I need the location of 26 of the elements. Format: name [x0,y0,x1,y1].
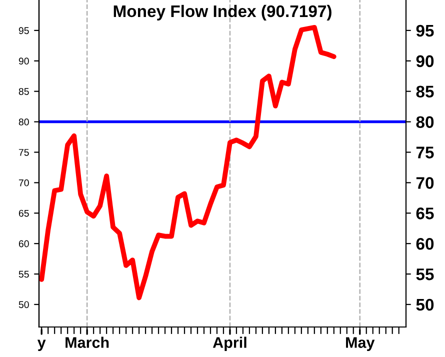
y2-tick-label: 75 [416,146,434,158]
y2-tick-label: 50 [416,298,434,311]
y2-tick-label: 80 [416,116,434,128]
y-tick-label: 60 [18,240,29,248]
y2-tick-label: 60 [416,238,434,250]
chart-title: Money Flow Index (90.7197) [114,4,332,20]
y2-tick-label: 65 [416,208,434,220]
y-tick-label: 95 [18,27,29,34]
x-tick-label: y [37,340,46,351]
y2-tick-label: 70 [416,177,434,189]
y2-tick-label: 95 [416,24,434,37]
y-tick-label: 50 [18,301,29,308]
y-tick-label: 55 [18,270,29,278]
x-tick-label: May [346,337,375,351]
y2-tick-label: 55 [416,268,434,280]
y2-tick-label: 85 [416,86,434,98]
y-tick-label: 85 [18,88,29,95]
y-tick-label: 70 [18,179,29,186]
y-tick-label: 65 [18,210,29,217]
y-tick-label: 80 [18,118,29,126]
y-tick-label: 75 [18,149,29,156]
line-series [39,24,336,300]
x-tick-label: April [212,336,246,351]
y-tick-label: 90 [18,58,29,65]
y2-tick-label: 90 [416,55,434,68]
x-tick-label: March [66,336,109,348]
